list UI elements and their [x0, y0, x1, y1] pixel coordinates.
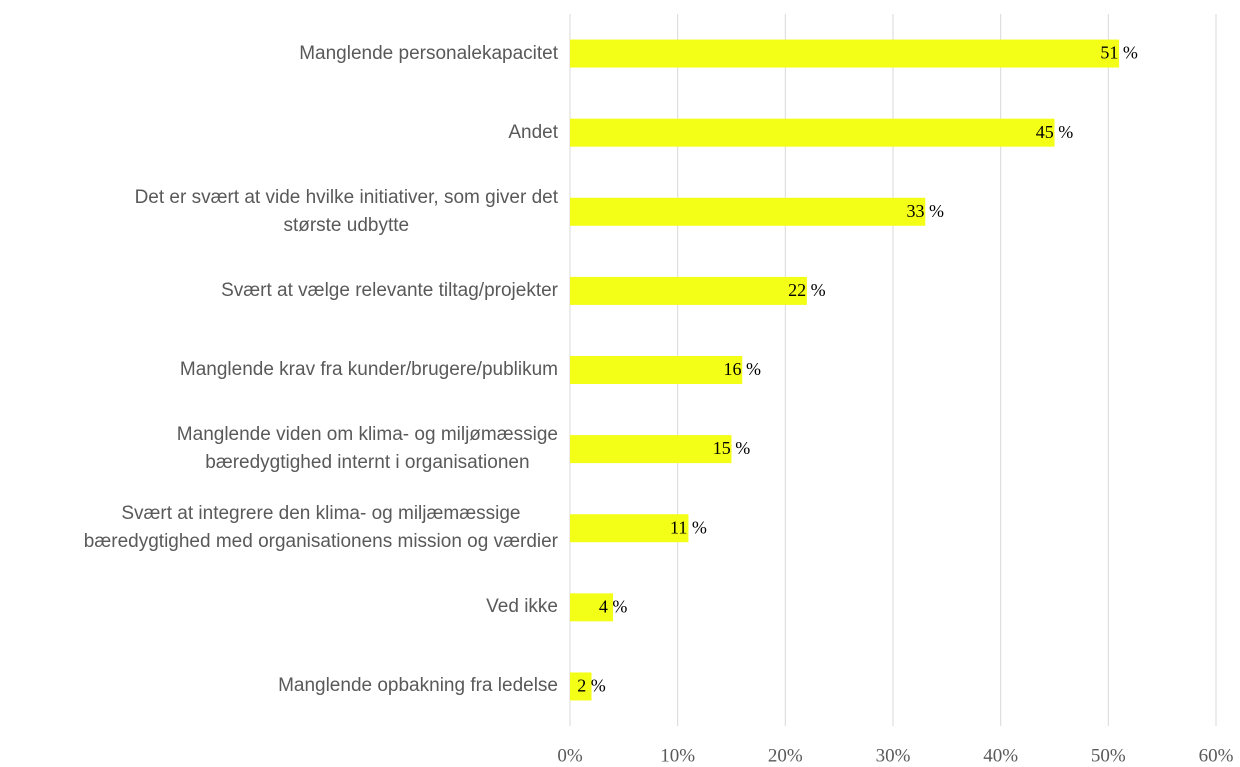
bar: [570, 118, 1055, 147]
value-label: 51 %: [1100, 43, 1138, 63]
x-tick-label: 20%: [768, 745, 803, 766]
value-label: 2 %: [577, 676, 606, 696]
value-label: 22 %: [788, 280, 826, 300]
category-label: Manglende krav fra kunder/brugere/publik…: [179, 359, 558, 380]
category-label: Svært at vælge relevante tiltag/projekte…: [221, 279, 558, 301]
category-label: Svært at integrere den klima- og miljæmæ…: [83, 503, 558, 553]
bar: [570, 39, 1120, 68]
x-tick-label: 10%: [660, 745, 695, 766]
category-label: Manglende opbakning fra ledelse: [278, 675, 558, 697]
bar: [570, 356, 743, 384]
bar: [570, 593, 614, 622]
category-label: Manglende personalekapacitet: [299, 42, 558, 64]
category-label: Andet: [508, 121, 558, 143]
x-tick-label: 40%: [983, 745, 1018, 766]
bar: [570, 672, 592, 701]
value-label: 16 %: [724, 359, 762, 379]
bar: [570, 197, 926, 226]
category-label: Det er svært at vide hvilke initiativer,…: [134, 186, 558, 236]
bar: [570, 276, 807, 305]
value-label: 33 %: [907, 201, 945, 221]
bar: [570, 435, 732, 464]
x-tick-label: 50%: [1091, 745, 1126, 766]
category-label: Manglende viden om klima- og miljømæssig…: [176, 424, 558, 474]
bar: [570, 514, 689, 543]
value-label: 45 %: [1036, 122, 1074, 142]
x-tick-label: 60%: [1199, 745, 1234, 766]
value-label: 15 %: [713, 438, 751, 458]
x-tick-label: 0%: [557, 745, 583, 766]
category-label: Ved ikke: [486, 596, 558, 618]
value-label: 4 %: [599, 596, 628, 616]
x-tick-label: 30%: [876, 745, 911, 766]
value-label: 11 %: [670, 517, 707, 537]
